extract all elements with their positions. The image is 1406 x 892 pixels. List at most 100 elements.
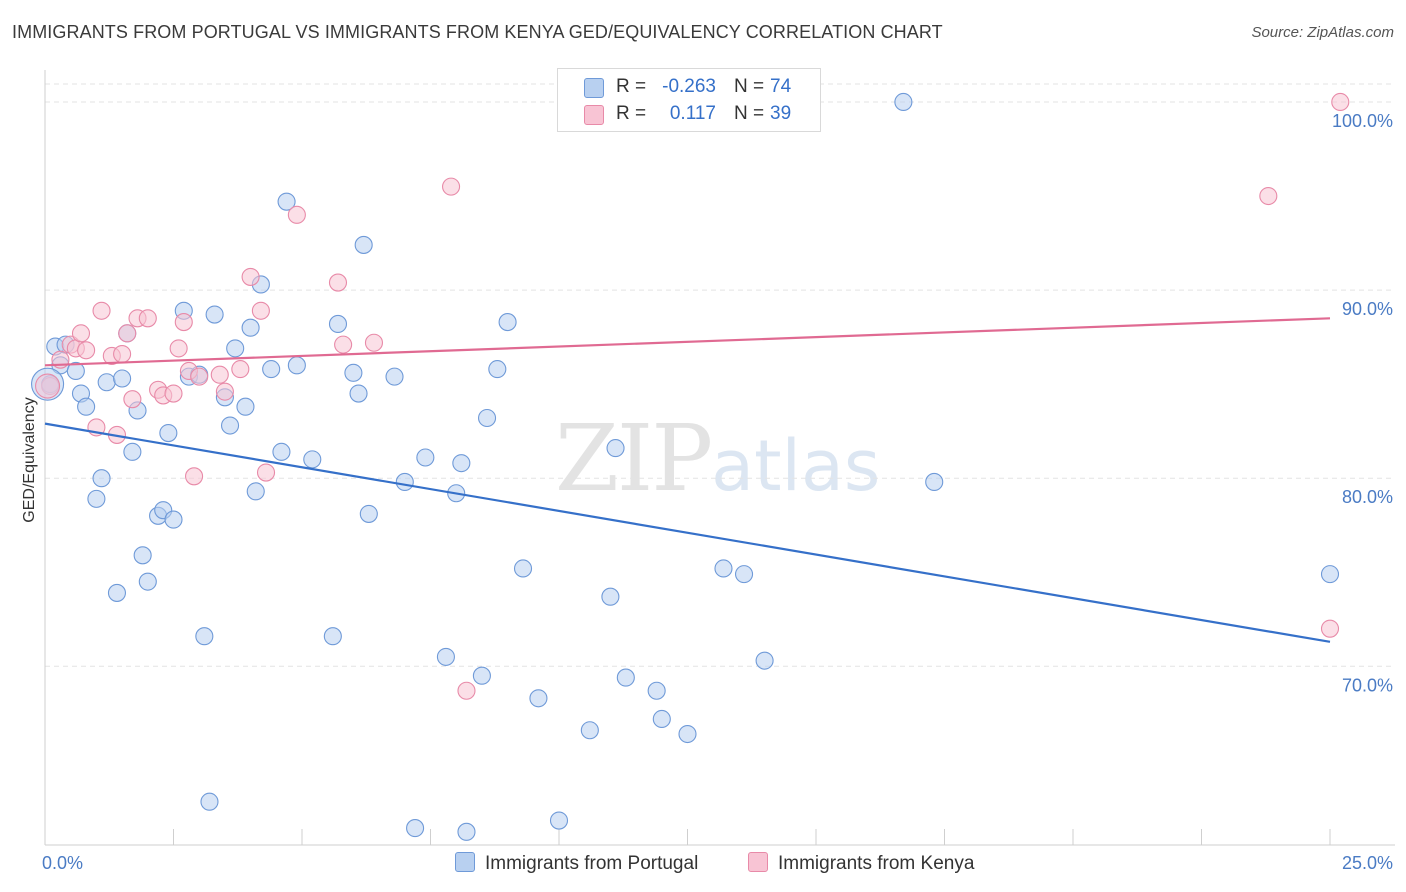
portugal-point — [323, 627, 342, 646]
portugal-point — [226, 339, 245, 358]
portugal-point — [601, 587, 620, 606]
portugal-point — [452, 454, 471, 473]
portugal-point — [498, 313, 517, 332]
portugal-point — [133, 546, 152, 565]
portugal-point — [925, 472, 944, 492]
portugal-point — [1320, 565, 1340, 584]
portugal-point — [678, 724, 697, 744]
kenya-r-value: 0.117 — [669, 103, 716, 124]
kenya-point — [185, 467, 204, 486]
kenya-point — [190, 367, 209, 386]
kenya-point — [457, 681, 476, 700]
portugal-point — [159, 423, 178, 443]
portugal-point — [606, 439, 625, 458]
portugal-point — [385, 367, 404, 386]
kenya-point — [164, 384, 183, 403]
portugal-point — [123, 442, 142, 461]
y-tick-label: 100.0% — [1332, 111, 1393, 131]
kenya-point — [123, 390, 142, 409]
kenya-point — [113, 344, 132, 364]
bottom-legend-kenya: Immigrants from Kenya — [748, 852, 974, 875]
kenya-point — [215, 382, 234, 401]
kenya-point — [334, 335, 353, 354]
portugal-point — [92, 469, 111, 488]
portugal-point — [406, 819, 425, 838]
portugal-point — [77, 397, 96, 416]
portugal-point — [277, 192, 296, 211]
portugal-point — [107, 583, 127, 602]
legend-row-kenya: R = 0.117 N = 39 — [558, 100, 820, 128]
portugal-point — [195, 627, 214, 646]
y-tick-label: 90.0% — [1342, 299, 1393, 319]
bottom-legend-portugal: Immigrants from Portugal — [455, 852, 698, 875]
portugal-point — [457, 822, 476, 841]
kenya-point — [71, 324, 91, 343]
kenya-point — [118, 324, 137, 343]
kenya-point — [256, 463, 276, 482]
portugal-point — [97, 373, 116, 392]
kenya-point-cluster — [35, 373, 61, 399]
portugal-point — [395, 472, 414, 492]
bottom-kenya-swatch — [748, 852, 768, 872]
kenya-point — [1259, 186, 1278, 206]
portugal-point — [529, 689, 548, 708]
kenya-point — [1320, 619, 1340, 638]
kenya-swatch — [584, 105, 604, 125]
portugal-point — [472, 666, 491, 685]
portugal-point — [328, 314, 348, 333]
portugal-point — [262, 360, 281, 379]
kenya-n-label: N = — [734, 103, 765, 124]
portugal-point — [416, 448, 435, 467]
portugal-point — [200, 792, 219, 811]
portugal-point — [549, 811, 569, 830]
portugal-point — [354, 235, 373, 254]
chart-title: IMMIGRANTS FROM PORTUGAL VS IMMIGRANTS F… — [12, 22, 943, 42]
bottom-portugal-swatch — [455, 852, 475, 872]
portugal-point — [287, 356, 306, 375]
portugal-point — [616, 668, 635, 687]
kenya-point — [77, 341, 96, 360]
y-tick-label: 70.0% — [1342, 675, 1393, 695]
kenya-point — [364, 333, 384, 352]
stats-legend: R = -0.263 N = 74 R = 0.117 N = 39 — [557, 68, 821, 132]
kenya-point — [138, 309, 157, 328]
portugal-point — [714, 559, 733, 578]
portugal-point — [344, 363, 363, 382]
portugal-point — [164, 510, 183, 529]
kenya-point — [442, 177, 461, 196]
bottom-kenya-label: Immigrants from Kenya — [778, 853, 975, 874]
portugal-trendline — [44, 422, 1331, 643]
portugal-point — [755, 651, 774, 670]
portugal-point — [87, 489, 106, 508]
kenya-point — [231, 360, 250, 379]
portugal-swatch — [584, 78, 604, 98]
portugal-point — [113, 369, 132, 388]
portugal-point — [246, 482, 265, 501]
portugal-n-value: 74 — [770, 76, 792, 97]
kenya-point — [328, 273, 348, 292]
kenya-n-value: 39 — [770, 103, 792, 124]
x-tick-label: 25.0% — [1342, 853, 1393, 873]
portugal-point — [303, 450, 322, 469]
portugal-point — [580, 721, 599, 740]
portugal-point — [220, 416, 240, 435]
watermark-atlas: atlas — [711, 425, 881, 507]
watermark: ZIPatlas — [555, 405, 880, 512]
watermark-zip: ZIP — [555, 405, 713, 512]
kenya-point — [169, 339, 188, 358]
portugal-point — [647, 681, 666, 700]
kenya-r-label: R = — [616, 103, 647, 124]
portugal-point — [272, 442, 291, 461]
kenya-point — [1331, 92, 1350, 112]
y-tick-label: 80.0% — [1342, 487, 1393, 507]
kenya-trendline — [44, 317, 1331, 367]
kenya-point — [241, 267, 260, 286]
kenya-point — [251, 301, 270, 320]
portugal-point — [236, 397, 255, 416]
x-tick-label: 0.0% — [42, 853, 83, 873]
portugal-point — [349, 384, 368, 403]
y-axis-title: GED/Equivalency — [21, 397, 38, 522]
portugal-r-label: R = — [616, 76, 647, 97]
kenya-point — [92, 301, 111, 320]
